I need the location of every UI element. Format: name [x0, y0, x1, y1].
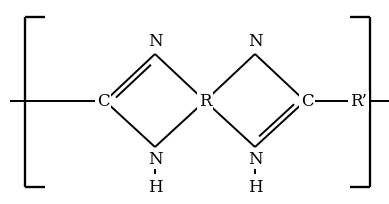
Text: H: H	[248, 179, 262, 196]
Text: N: N	[148, 33, 162, 50]
Text: N: N	[248, 33, 262, 50]
Text: N: N	[148, 151, 162, 168]
Text: R’: R’	[350, 93, 368, 110]
Text: C: C	[97, 93, 109, 110]
Text: R: R	[199, 93, 211, 110]
Text: C: C	[301, 93, 313, 110]
Text: N: N	[248, 151, 262, 168]
Text: H: H	[148, 179, 162, 196]
